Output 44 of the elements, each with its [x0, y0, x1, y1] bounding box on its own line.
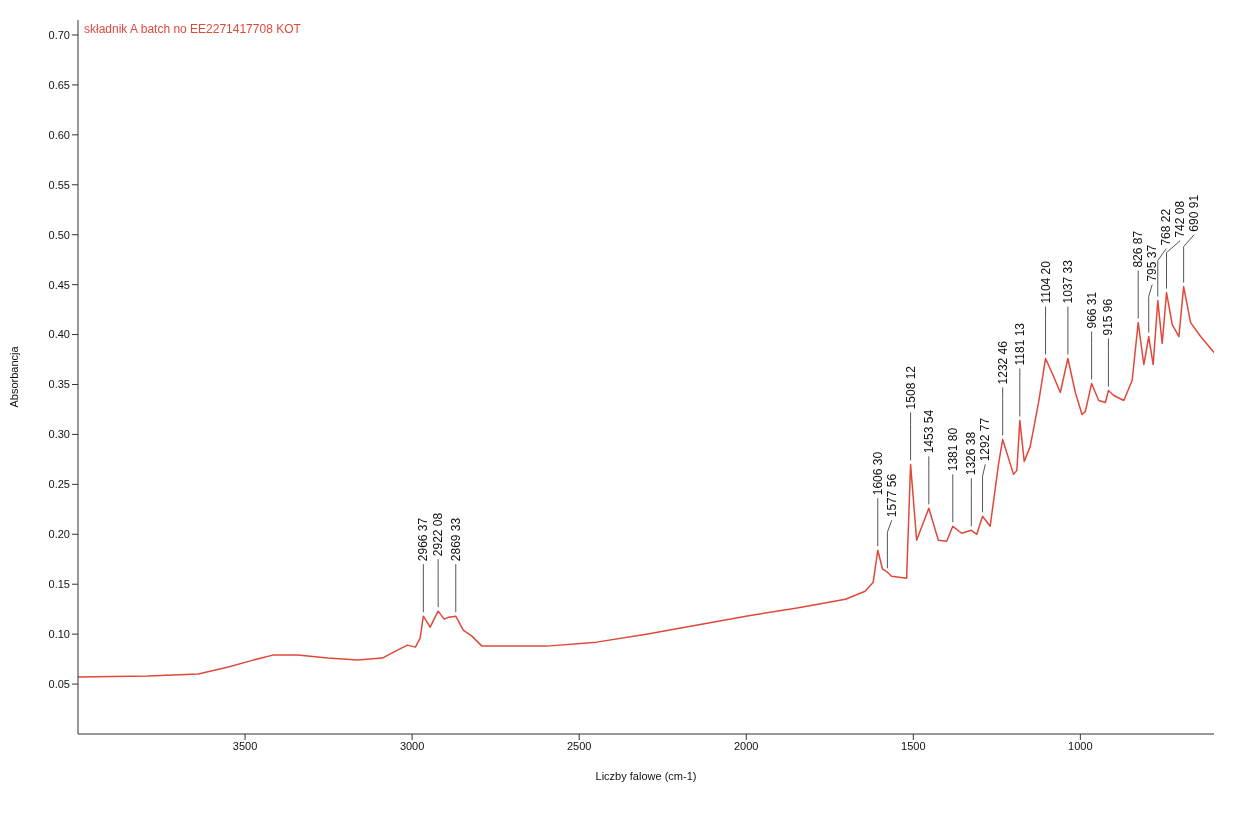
annotation: 915 96 — [1101, 298, 1116, 336]
x-axis-title: Liczby falowe (cm-1) — [595, 770, 697, 782]
annotation: 2966 37 — [416, 517, 431, 562]
annotation: 1232 46 — [995, 340, 1010, 385]
annotation: 795 37 — [1145, 244, 1160, 282]
annotation: 826 87 — [1131, 230, 1146, 268]
text: składnik A batch no EE2271417708 KOT — [84, 22, 301, 36]
y-tick-label: 0.15 — [48, 578, 70, 591]
annotation: 966 31 — [1084, 291, 1099, 329]
annotation: 1453 54 — [921, 409, 936, 454]
annotation: 690 91 — [1187, 194, 1202, 232]
y-tick-label: 0.50 — [48, 228, 70, 241]
y-tick-label: 0.05 — [48, 677, 70, 690]
annotation: 1326 38 — [964, 431, 979, 476]
y-tick-label: 0.10 — [48, 628, 70, 641]
annotation: 1037 33 — [1060, 259, 1075, 304]
x-tick-label: 1000 — [1068, 739, 1093, 752]
y-axis-title: Absorbancja — [7, 345, 20, 408]
y-tick-label: 0.30 — [48, 428, 70, 441]
x-tick-label: 2500 — [566, 739, 592, 752]
y-tick-label: 0.65 — [48, 78, 70, 91]
annotation: 2869 33 — [448, 517, 463, 562]
x-tick-label: 2000 — [733, 739, 759, 752]
y-tick-label: 0.40 — [48, 328, 70, 341]
y-tick-label: 0.20 — [48, 528, 70, 541]
annotation: 1381 80 — [945, 427, 960, 472]
annotation: 742 08 — [1173, 200, 1188, 238]
x-tick-label: 1500 — [901, 739, 926, 752]
annotation: 1508 12 — [903, 365, 918, 410]
annotation: 2922 08 — [431, 512, 446, 557]
y-tick-label: 0.25 — [48, 478, 70, 491]
x-tick-label: 3500 — [232, 739, 258, 752]
y-tick-label: 0.45 — [48, 278, 70, 291]
y-tick-label: 0.35 — [48, 378, 70, 391]
y-tick-label: 0.60 — [48, 128, 70, 141]
annotation: 1104 20 — [1038, 260, 1053, 304]
annotation: 1292 77 — [978, 417, 993, 462]
annotation: 1181 13 — [1012, 322, 1027, 366]
y-tick-label: 0.55 — [48, 178, 70, 191]
annotation: 1606 30 — [870, 451, 885, 496]
x-tick-label: 3000 — [399, 739, 425, 752]
y-tick-label: 0.70 — [48, 28, 70, 41]
annotation: 1577 56 — [884, 473, 899, 518]
annotation: 768 22 — [1159, 208, 1174, 246]
